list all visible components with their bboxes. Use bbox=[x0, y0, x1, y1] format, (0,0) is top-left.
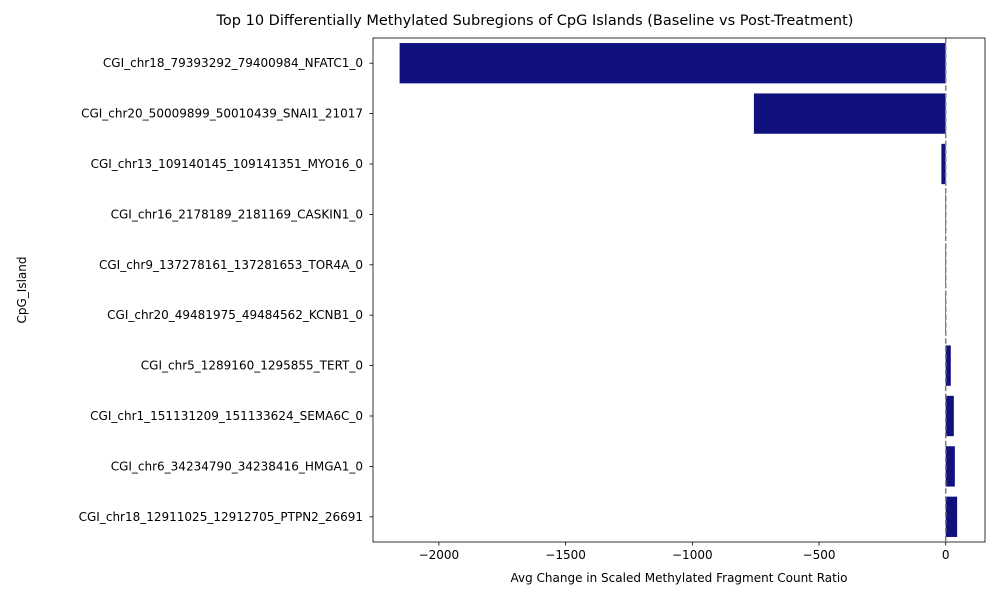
bars-group bbox=[399, 43, 958, 537]
x-tick-label: −2000 bbox=[419, 548, 460, 562]
y-tick-label: CGI_chr16_2178189_2181169_CASKIN1_0 bbox=[111, 207, 363, 221]
x-tick-label: −1000 bbox=[672, 548, 713, 562]
y-tick-label: CGI_chr5_1289160_1295855_TERT_0 bbox=[141, 359, 363, 373]
chart-title: Top 10 Differentially Methylated Subregi… bbox=[216, 13, 854, 29]
x-tick-label: 0 bbox=[942, 548, 950, 562]
bar-7 bbox=[945, 345, 951, 386]
y-axis-ticks: CGI_chr18_79393292_79400984_NFATC1_0 CGI_… bbox=[79, 56, 373, 524]
bar-5 bbox=[945, 244, 946, 285]
y-tick-label: CGI_chr20_49481975_49484562_KCNB1_0 bbox=[107, 308, 363, 322]
bar-9 bbox=[945, 446, 955, 487]
y-tick-label: CGI_chr1_151131209_151133624_SEMA6C_0 bbox=[90, 409, 363, 423]
bar-8 bbox=[945, 395, 954, 437]
bar-10 bbox=[945, 496, 958, 537]
y-tick-label: CGI_chr9_137278161_137281653_TOR4A_0 bbox=[99, 258, 363, 272]
plot-frame bbox=[372, 37, 986, 543]
y-tick-label: CGI_chr18_12911025_12912705_PTPN2_26691 bbox=[79, 510, 363, 524]
y-tick-label: CGI_chr20_50009899_50010439_SNAI1_21017 bbox=[81, 107, 363, 121]
x-axis-label: Avg Change in Scaled Methylated Fragment… bbox=[510, 571, 847, 585]
x-tick-label: −1500 bbox=[545, 548, 586, 562]
bar-1 bbox=[399, 43, 946, 84]
x-axis-ticks: −2000 −1500 −1000 −500 0 bbox=[419, 542, 950, 562]
y-tick-label: CGI_chr18_79393292_79400984_NFATC1_0 bbox=[103, 56, 363, 70]
y-tick-label: CGI_chr6_34234790_34238416_HMGA1_0 bbox=[111, 459, 363, 473]
bar-3 bbox=[941, 143, 946, 185]
bar-2 bbox=[753, 93, 946, 134]
x-tick-label: −500 bbox=[803, 548, 836, 562]
y-tick-label: CGI_chr13_109140145_109141351_MYO16_0 bbox=[91, 157, 363, 171]
y-axis-label: CpG_Island bbox=[15, 257, 29, 324]
